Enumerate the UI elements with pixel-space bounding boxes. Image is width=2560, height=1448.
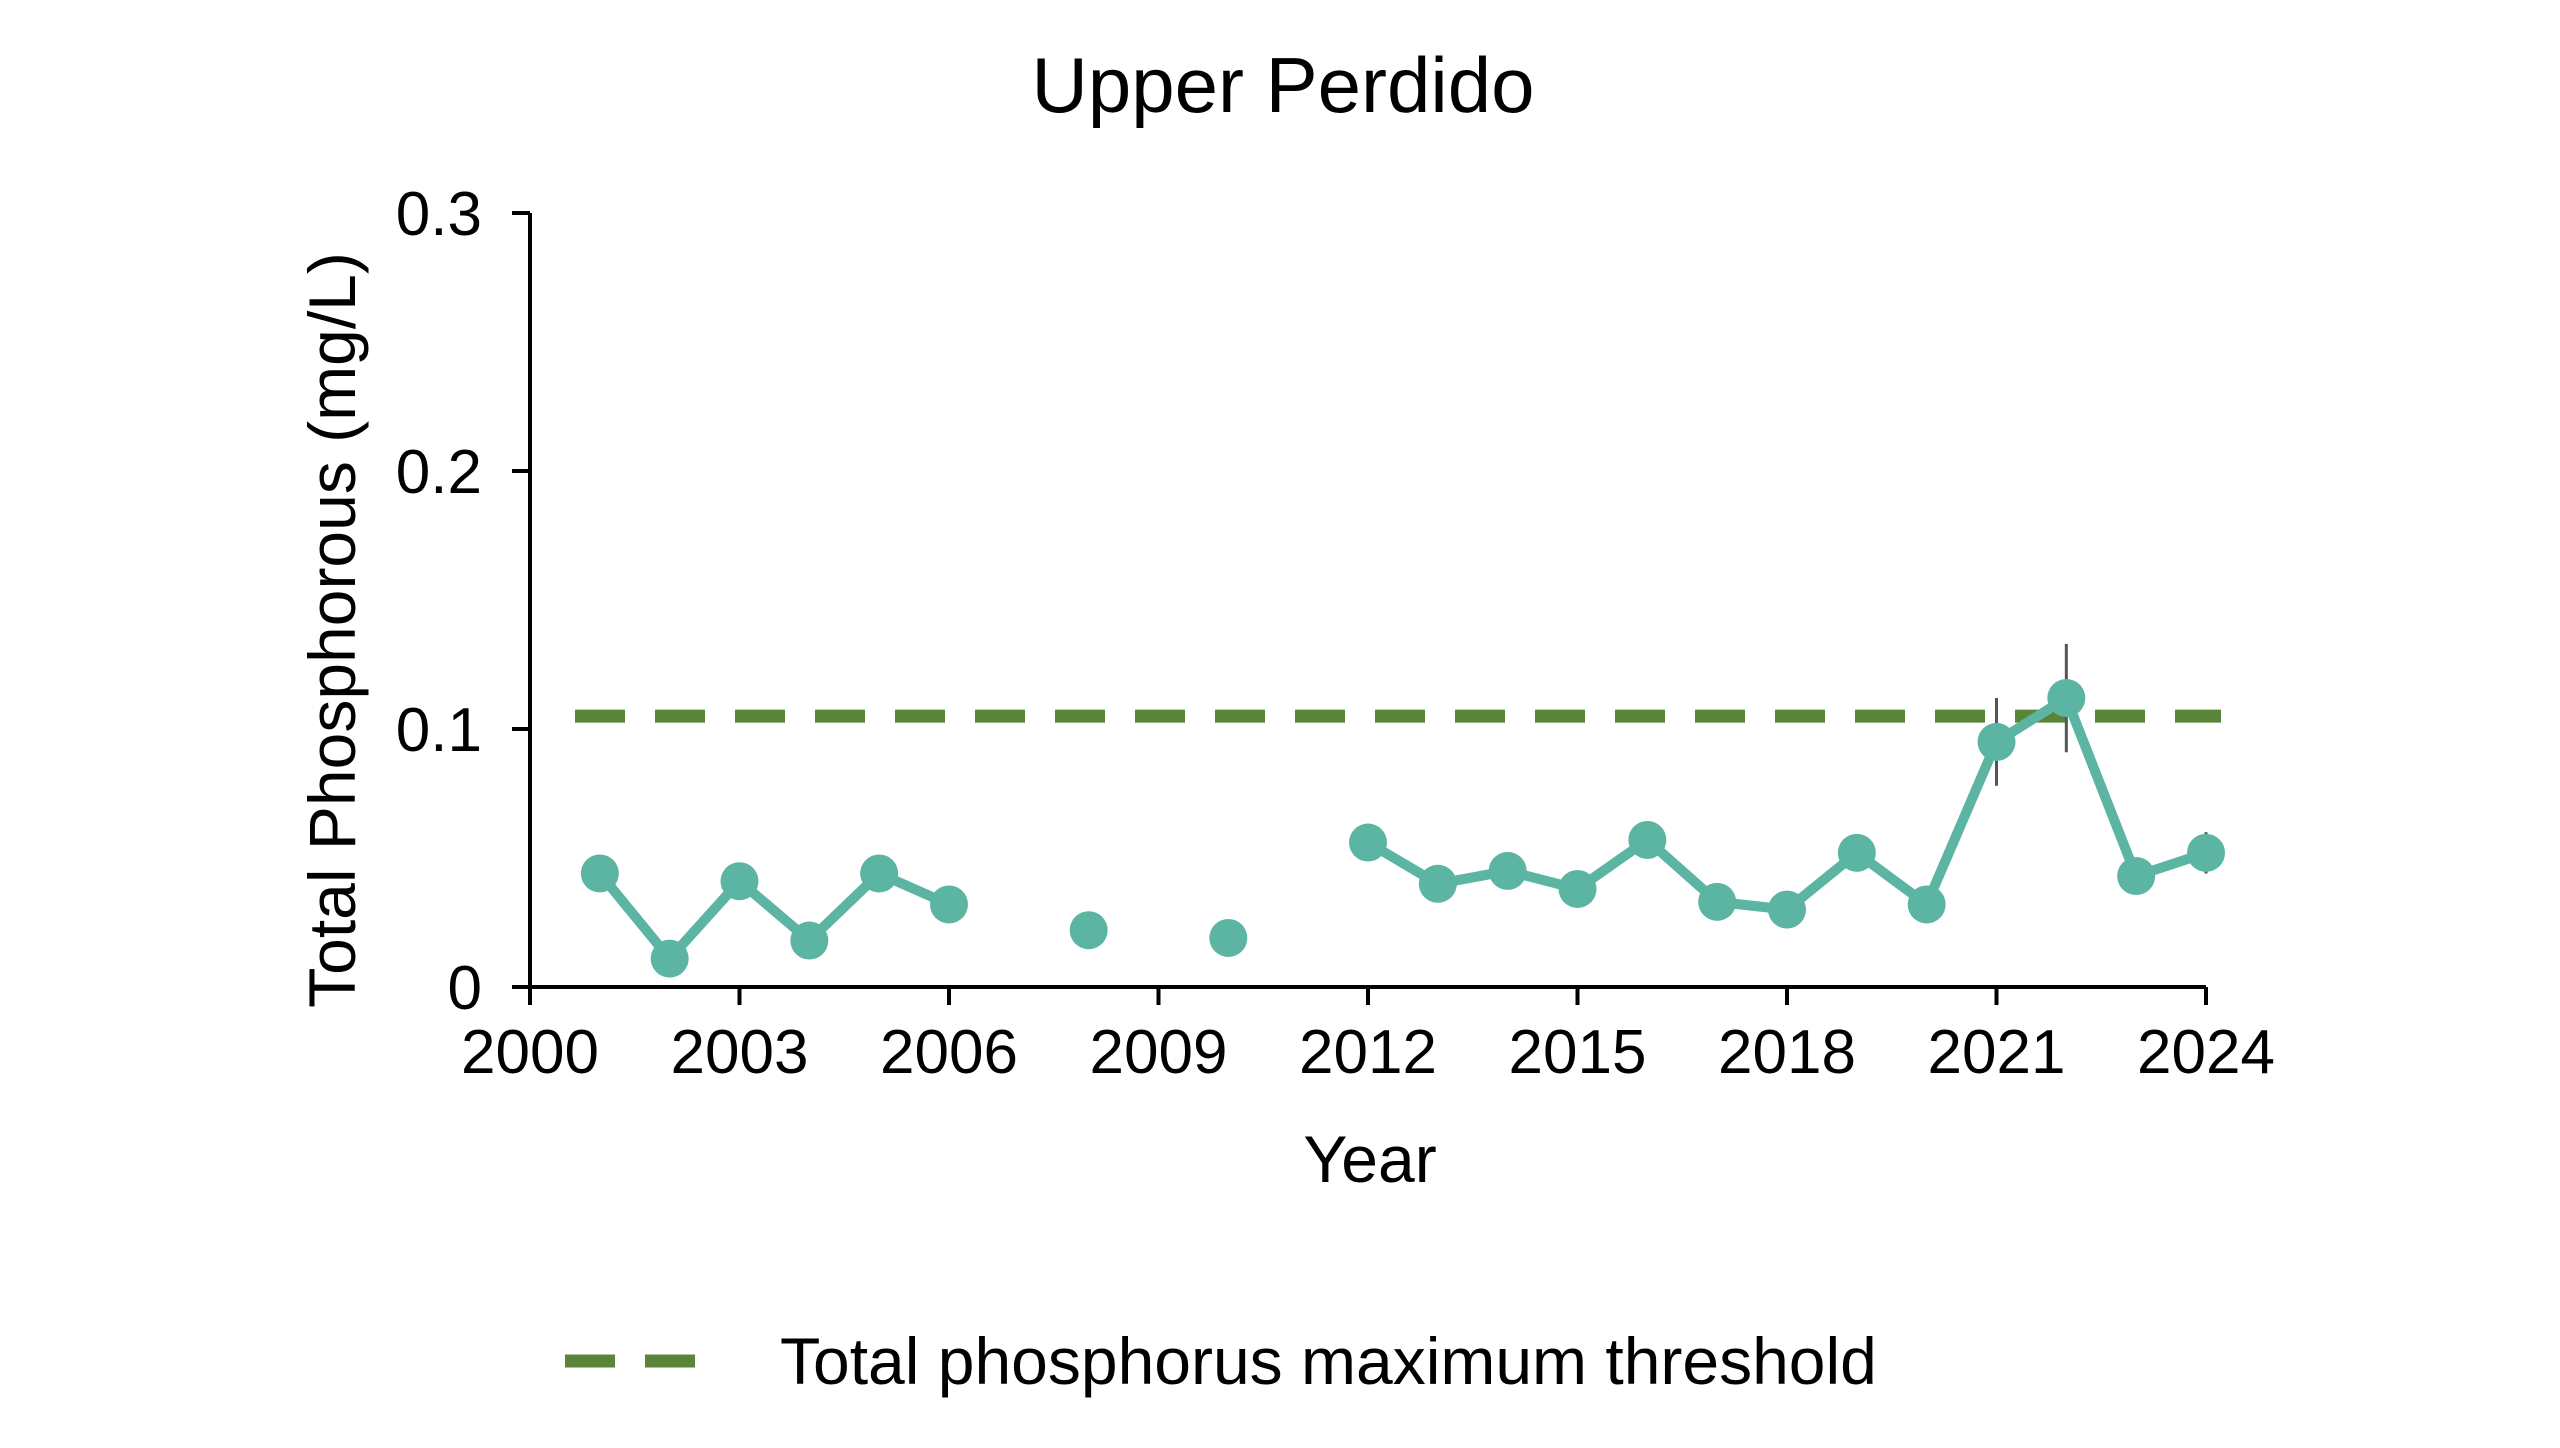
data-point [1418, 864, 1457, 903]
x-tick-label: 2015 [1509, 1018, 1647, 1087]
x-tick-label: 2003 [671, 1018, 809, 1087]
x-tick-label: 2018 [1718, 1018, 1856, 1087]
data-point [790, 921, 829, 960]
data-point [2187, 833, 2225, 872]
data-point [2047, 679, 2086, 718]
data-point [1069, 911, 1108, 950]
x-axis-label: Year [1303, 1122, 1436, 1196]
x-tick-label: 2009 [1090, 1018, 1228, 1087]
data-point [1349, 823, 1387, 862]
data-point [860, 854, 899, 893]
x-tick-label: 2006 [880, 1018, 1018, 1087]
data-point [1209, 918, 1248, 957]
data-point [720, 862, 759, 901]
data-point [1628, 820, 1667, 859]
y-tick-label: 0.2 [396, 438, 482, 507]
x-tick-label: 2024 [2137, 1018, 2275, 1087]
y-tick-label: 0 [448, 954, 482, 1023]
chart-title: Upper Perdido [1032, 41, 1535, 129]
data-point [1907, 885, 1946, 924]
x-tick-label: 2021 [1928, 1018, 2066, 1087]
plot-area: 0 0.1 0.2 0.3 2000 2003 2006 2009 2012 2015 2018 20… [396, 180, 2275, 1087]
data-point [1977, 722, 2016, 761]
data-point [1558, 869, 1597, 908]
x-tick-label: 2012 [1299, 1018, 1437, 1087]
x-tick-label: 2000 [461, 1018, 599, 1087]
y-tick-label: 0.3 [396, 180, 482, 249]
data-point [930, 885, 968, 924]
data-point [580, 854, 619, 893]
data-point [2117, 857, 2156, 896]
data-point [1768, 890, 1806, 929]
data-point [1837, 833, 1876, 872]
legend: Total phosphorus maximum threshold [565, 1324, 1877, 1398]
y-axis-label: Total Phosphorous (mg/L) [295, 252, 369, 1008]
data-point [1488, 851, 1527, 890]
data-point [1698, 882, 1737, 921]
y-tick-label: 0.1 [396, 696, 482, 765]
series-line-segment [2061, 693, 2142, 882]
series-line-segment [1921, 736, 2002, 910]
legend-threshold-label: Total phosphorus maximum threshold [780, 1324, 1877, 1398]
data-point [650, 939, 689, 978]
